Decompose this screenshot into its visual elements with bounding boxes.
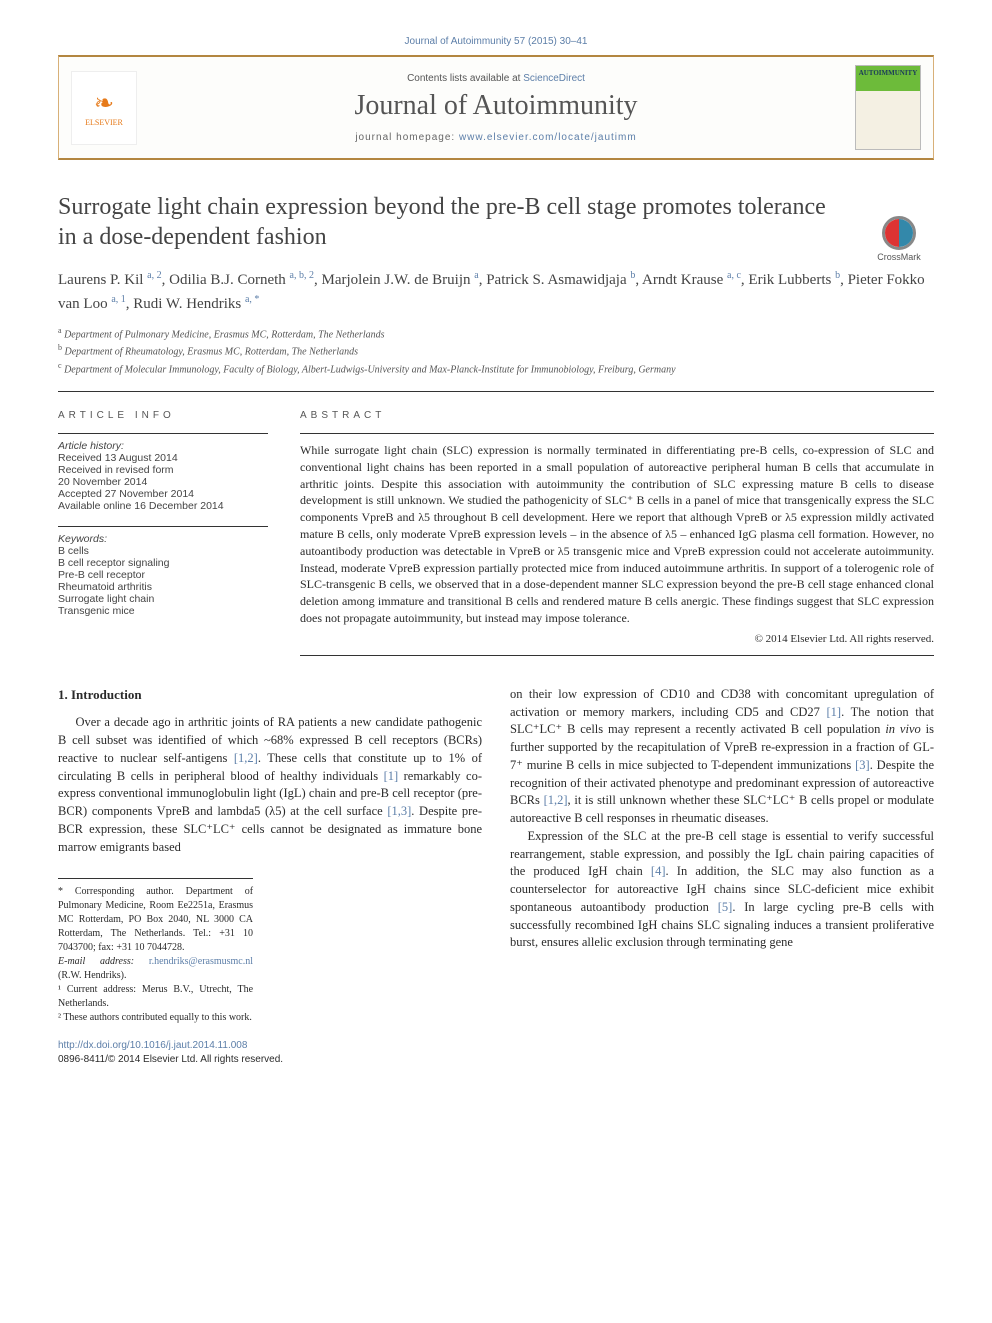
issn-copyright: 0896-8411/© 2014 Elsevier Ltd. All right… bbox=[58, 1054, 283, 1065]
body-columns: 1. Introduction Over a decade ago in art… bbox=[58, 686, 934, 1068]
abstract-text: While surrogate light chain (SLC) expres… bbox=[300, 442, 934, 627]
abstract: ABSTRACT While surrogate light chain (SL… bbox=[300, 410, 934, 656]
homepage-line: journal homepage: www.elsevier.com/locat… bbox=[137, 132, 855, 143]
article-info: ARTICLE INFO Article history: Received 1… bbox=[58, 410, 268, 656]
citation-link[interactable]: [1,2] bbox=[544, 793, 568, 807]
intro-p3: Expression of the SLC at the pre-B cell … bbox=[510, 828, 934, 952]
abstract-heading: ABSTRACT bbox=[300, 410, 934, 421]
intro-p2: on their low expression of CD10 and CD38… bbox=[510, 686, 934, 828]
journal-banner: ❧ ELSEVIER Contents lists available at S… bbox=[58, 55, 934, 160]
email-label: E-mail address: bbox=[58, 956, 134, 967]
citation-link[interactable]: [1] bbox=[384, 769, 399, 783]
citation-link[interactable]: [1] bbox=[827, 705, 842, 719]
doi-block: http://dx.doi.org/10.1016/j.jaut.2014.11… bbox=[58, 1039, 482, 1067]
journal-ref[interactable]: Journal of Autoimmunity 57 (2015) 30–41 bbox=[58, 36, 934, 47]
info-heading: ARTICLE INFO bbox=[58, 410, 268, 421]
citation-link[interactable]: [1,2] bbox=[234, 751, 258, 765]
email-link[interactable]: r.hendriks@erasmusmc.nl bbox=[149, 956, 253, 967]
citation-link[interactable]: [1,3] bbox=[387, 804, 411, 818]
section-heading: 1. Introduction bbox=[58, 686, 482, 704]
keywords-label: Keywords: bbox=[58, 533, 268, 545]
footnote-1: ¹ Current address: Merus B.V., Utrecht, … bbox=[58, 983, 253, 1011]
crossmark-badge[interactable]: CrossMark bbox=[864, 216, 934, 262]
doi-link[interactable]: http://dx.doi.org/10.1016/j.jaut.2014.11… bbox=[58, 1040, 247, 1051]
elsevier-logo[interactable]: ❧ ELSEVIER bbox=[71, 71, 137, 145]
citation-link[interactable]: [5] bbox=[718, 900, 733, 914]
footnotes: * Corresponding author. Department of Pu… bbox=[58, 878, 253, 1025]
corresponding-author: * Corresponding author. Department of Pu… bbox=[58, 885, 253, 955]
affiliations: a Department of Pulmonary Medicine, Eras… bbox=[58, 325, 934, 377]
crossmark-icon bbox=[882, 216, 916, 250]
contents-line: Contents lists available at ScienceDirec… bbox=[137, 73, 855, 84]
citation-link[interactable]: [4] bbox=[651, 864, 666, 878]
footnote-2: ² These authors contributed equally to t… bbox=[58, 1011, 253, 1025]
intro-p1: Over a decade ago in arthritic joints of… bbox=[58, 714, 482, 856]
copyright: © 2014 Elsevier Ltd. All rights reserved… bbox=[300, 633, 934, 645]
elsevier-label: ELSEVIER bbox=[85, 118, 123, 127]
history-label: Article history: bbox=[58, 440, 268, 452]
journal-cover-thumb[interactable]: AUTOIMMUNITY bbox=[855, 65, 921, 150]
article-title: Surrogate light chain expression beyond … bbox=[58, 192, 934, 252]
sciencedirect-link[interactable]: ScienceDirect bbox=[523, 73, 585, 84]
authors: Laurens P. Kil a, 2, Odilia B.J. Corneth… bbox=[58, 268, 934, 315]
citation-link[interactable]: [3] bbox=[855, 758, 870, 772]
rule-top bbox=[58, 391, 934, 392]
homepage-link[interactable]: www.elsevier.com/locate/jautimm bbox=[459, 132, 637, 143]
journal-title: Journal of Autoimmunity bbox=[137, 90, 855, 122]
tree-icon: ❧ bbox=[94, 89, 114, 118]
email-suffix: (R.W. Hendriks). bbox=[58, 970, 127, 981]
